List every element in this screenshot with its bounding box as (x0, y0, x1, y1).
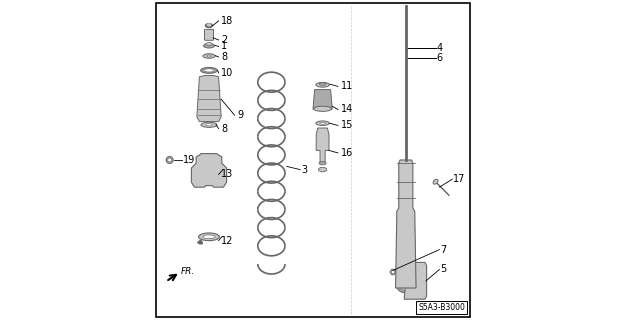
Ellipse shape (401, 283, 411, 291)
Text: 18: 18 (221, 16, 233, 26)
Ellipse shape (433, 179, 438, 184)
Ellipse shape (198, 233, 219, 241)
Ellipse shape (207, 24, 210, 26)
Text: 9: 9 (237, 110, 244, 120)
Text: 16: 16 (341, 148, 353, 158)
FancyBboxPatch shape (205, 29, 213, 40)
Text: 8: 8 (221, 52, 227, 62)
Text: 6: 6 (437, 52, 443, 63)
Text: 5: 5 (440, 264, 446, 275)
Text: 15: 15 (341, 120, 353, 131)
Text: 2: 2 (221, 35, 227, 45)
Ellipse shape (319, 162, 326, 165)
Polygon shape (313, 90, 332, 109)
Ellipse shape (201, 122, 217, 127)
Polygon shape (404, 262, 426, 299)
Ellipse shape (319, 83, 326, 85)
Polygon shape (197, 76, 221, 122)
Text: 7: 7 (440, 244, 446, 255)
Ellipse shape (316, 121, 329, 125)
Ellipse shape (206, 124, 212, 126)
Polygon shape (396, 160, 416, 288)
Ellipse shape (320, 122, 326, 124)
Text: FR.: FR. (181, 267, 195, 276)
Ellipse shape (391, 270, 394, 274)
Ellipse shape (203, 235, 215, 239)
Ellipse shape (207, 55, 212, 57)
Text: 8: 8 (221, 124, 227, 134)
Ellipse shape (220, 171, 225, 174)
Ellipse shape (316, 83, 329, 87)
Ellipse shape (314, 106, 332, 111)
Ellipse shape (168, 158, 172, 162)
Text: 12: 12 (221, 236, 233, 246)
Text: 3: 3 (301, 164, 307, 175)
Ellipse shape (390, 269, 396, 275)
Polygon shape (316, 128, 329, 163)
Text: 19: 19 (183, 155, 196, 165)
Ellipse shape (319, 167, 327, 172)
Text: 1: 1 (221, 41, 227, 52)
Text: 14: 14 (341, 104, 353, 115)
Text: 4: 4 (437, 43, 443, 53)
Ellipse shape (206, 43, 212, 46)
Ellipse shape (166, 156, 173, 164)
Ellipse shape (397, 280, 414, 293)
Text: 13: 13 (221, 169, 233, 180)
Text: S5A3-B3000: S5A3-B3000 (418, 303, 465, 312)
Ellipse shape (203, 44, 215, 48)
Ellipse shape (203, 54, 215, 58)
Text: 10: 10 (221, 68, 233, 78)
Text: 17: 17 (453, 174, 465, 184)
Ellipse shape (203, 69, 215, 72)
Text: 11: 11 (341, 81, 353, 92)
Ellipse shape (193, 171, 198, 174)
Ellipse shape (205, 24, 212, 28)
Polygon shape (434, 180, 449, 196)
Polygon shape (192, 154, 227, 187)
Wedge shape (198, 240, 203, 244)
Ellipse shape (201, 68, 217, 73)
